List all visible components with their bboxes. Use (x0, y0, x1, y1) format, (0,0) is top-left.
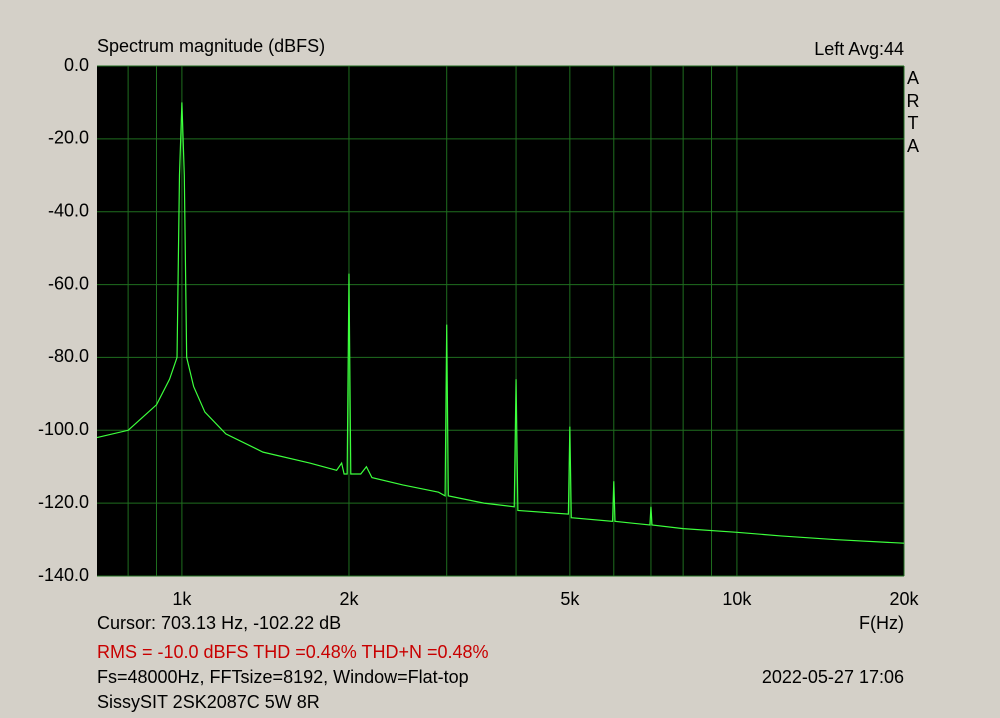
cursor-readout: Cursor: 703.13 Hz, -102.22 dB (97, 613, 341, 633)
measurements: RMS = -10.0 dBFS THD =0.48% THD+N =0.48% (97, 642, 489, 662)
y-tick-label: -100.0 (38, 419, 89, 439)
plot-area (97, 66, 904, 576)
y-tick-label: -20.0 (48, 128, 89, 148)
y-tick-label: 0.0 (64, 55, 89, 75)
x-axis-label: F(Hz) (859, 613, 904, 633)
device: SissySIT 2SK2087C 5W 8R (97, 692, 320, 712)
x-tick-label: 2k (339, 589, 359, 609)
settings: Fs=48000Hz, FFTsize=8192, Window=Flat-to… (97, 667, 469, 687)
x-tick-label: 1k (172, 589, 192, 609)
y-tick-label: -80.0 (48, 346, 89, 366)
spectrum-line (96, 102, 905, 544)
x-tick-label: 20k (889, 589, 919, 609)
y-tick-label: -140.0 (38, 565, 89, 585)
y-tick-label: -40.0 (48, 200, 89, 220)
chart-title: Spectrum magnitude (dBFS) (97, 36, 325, 56)
timestamp: 2022-05-27 17:06 (762, 667, 904, 687)
x-tick-label: 10k (722, 589, 752, 609)
x-tick-label: 5k (560, 589, 580, 609)
y-tick-label: -120.0 (38, 492, 89, 512)
brand: ARTA (906, 68, 920, 156)
channel-info: Left Avg:44 (814, 39, 904, 59)
y-tick-label: -60.0 (48, 273, 89, 293)
